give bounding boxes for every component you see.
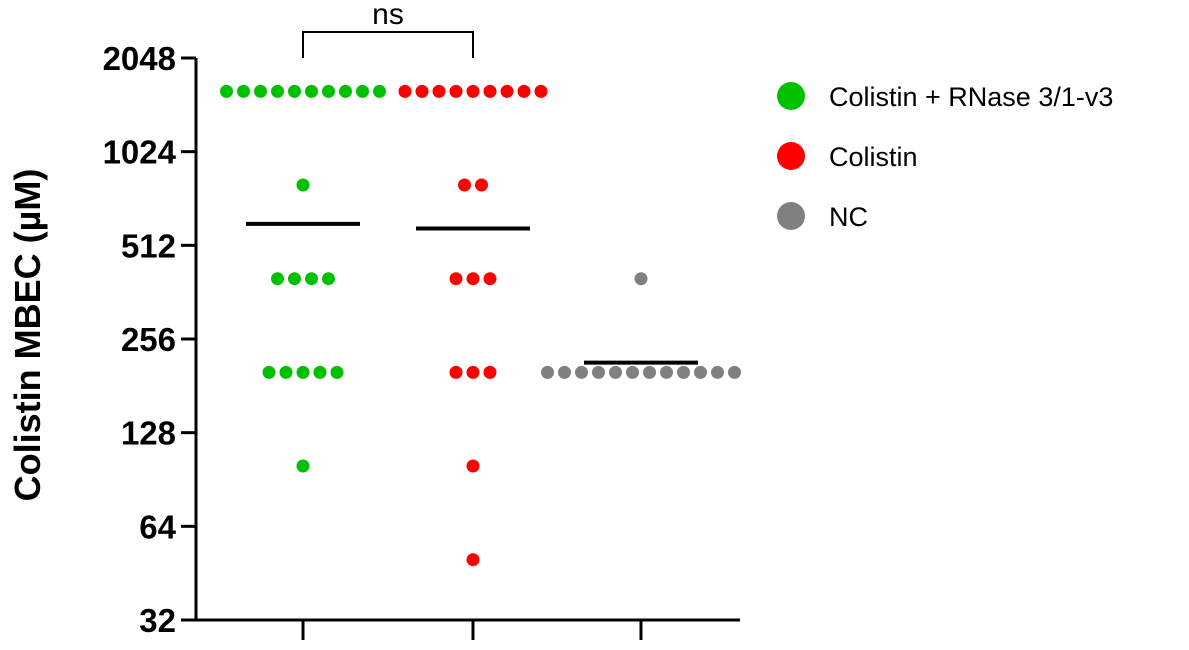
- legend-label: NC: [829, 202, 868, 232]
- mean-lines: [246, 221, 698, 365]
- data-point: [271, 84, 284, 98]
- data-point: [483, 272, 497, 286]
- data-point: [694, 365, 707, 379]
- data-point: [415, 84, 429, 98]
- data-point: [313, 365, 327, 379]
- data-point: [643, 365, 656, 379]
- data-point: [237, 84, 250, 98]
- data-point: [449, 272, 463, 286]
- data-point: [296, 459, 310, 473]
- data-point: [262, 365, 276, 379]
- data-point: [432, 84, 446, 98]
- data-point: [305, 84, 318, 98]
- data-point: [500, 84, 514, 98]
- data-point: [466, 272, 480, 286]
- data-point: [339, 84, 352, 98]
- data-point: [305, 272, 318, 286]
- legend-label: Colistin: [829, 142, 918, 172]
- data-point: [592, 365, 605, 379]
- significance-annotations: ns: [302, 0, 474, 58]
- data-point: [449, 84, 463, 98]
- data-point: [634, 272, 648, 286]
- axes: 32 64 128 256 512 1024 2048: [103, 40, 740, 640]
- data-point: [575, 365, 588, 379]
- data-point: [466, 365, 480, 379]
- data-point: [475, 178, 488, 192]
- data-point: [220, 84, 233, 98]
- data-point: [466, 459, 480, 473]
- legend-marker: [777, 142, 805, 170]
- y-tick-label: 1024: [103, 134, 177, 171]
- data-point: [449, 365, 463, 379]
- legend: Colistin + RNase 3/1-v3 Colistin NC: [777, 82, 1113, 232]
- data-point: [677, 365, 690, 379]
- data-point: [296, 178, 310, 192]
- data-point: [466, 84, 480, 98]
- legend-label: Colistin + RNase 3/1-v3: [829, 82, 1113, 112]
- y-tick-label: 2048: [103, 40, 176, 77]
- data-point: [322, 272, 335, 286]
- data-point: [711, 365, 724, 379]
- data-point: [609, 365, 622, 379]
- data-point: [322, 84, 335, 98]
- data-point: [271, 272, 284, 286]
- legend-marker: [777, 82, 805, 110]
- data-point: [517, 84, 531, 98]
- data-point: [466, 553, 480, 567]
- data-point: [373, 84, 386, 98]
- y-tick-label: 128: [121, 415, 176, 452]
- significance-label: ns: [372, 0, 404, 31]
- data-point: [626, 365, 639, 379]
- data-point: [398, 84, 412, 98]
- data-point: [558, 365, 571, 379]
- data-points: [220, 84, 741, 567]
- data-point: [296, 365, 310, 379]
- data-point: [330, 365, 344, 379]
- data-point: [254, 84, 267, 98]
- data-point: [534, 84, 548, 98]
- data-point: [483, 84, 497, 98]
- y-tick-label: 512: [121, 227, 176, 264]
- data-point: [541, 365, 554, 379]
- data-point: [279, 365, 293, 379]
- legend-marker: [777, 202, 805, 230]
- data-point: [660, 365, 673, 379]
- data-point: [483, 365, 497, 379]
- data-point: [458, 178, 471, 192]
- y-axis-label: Colistin MBEC (µM): [7, 169, 48, 502]
- data-point: [288, 84, 301, 98]
- y-tick-label: 256: [121, 321, 176, 358]
- data-point: [728, 365, 741, 379]
- significance-bracket: [302, 31, 474, 58]
- data-point: [288, 272, 301, 286]
- y-tick-label: 32: [139, 602, 176, 639]
- y-tick-label: 64: [139, 508, 176, 545]
- data-point: [356, 84, 369, 98]
